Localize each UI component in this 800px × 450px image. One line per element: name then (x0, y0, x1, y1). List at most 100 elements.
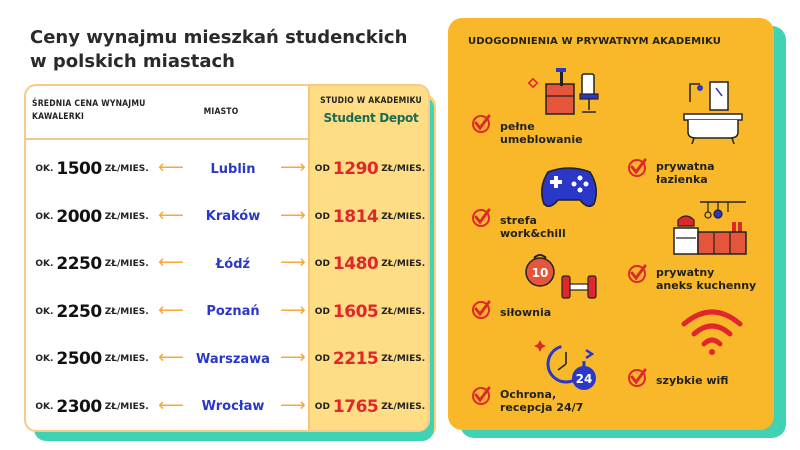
checkmark-icon (628, 264, 647, 283)
feature-kitchen: prywatny aneks kuchenny (626, 262, 756, 292)
student-depot-price: OD 1814 ZŁ/MIES. (308, 194, 428, 240)
city-name: Poznań (206, 304, 260, 319)
city-name: Kraków (205, 209, 261, 224)
feature-label: Ochrona, recepcja 24/7 (500, 388, 584, 414)
avg-unit: ZŁ/MIES. (104, 401, 149, 412)
avg-unit: ZŁ/MIES. (104, 354, 149, 364)
table-row: OK. 2300 ZŁ/MIES. ⟵ Wrocław ⟶ OD 1765 ZŁ/MIES. (26, 384, 428, 430)
feature-label: prywatna łazienka (656, 160, 715, 186)
security-24-icon: 24 (534, 340, 596, 390)
student-depot-price: OD 2215 ZŁ/MIES. (308, 336, 428, 382)
sd-value: 1480 (332, 254, 379, 274)
student-depot-price: OD 1480 ZŁ/MIES. (308, 241, 428, 287)
sd-prefix: OD (314, 354, 330, 364)
arrow-right-icon: ⟶ (280, 252, 306, 273)
avg-value: 2250 (56, 301, 102, 322)
avg-unit: ZŁ/MIES. (104, 211, 149, 222)
student-depot-price: OD 1290 ZŁ/MIES. (308, 146, 428, 192)
checkmark-icon (628, 368, 647, 387)
checkmark-icon (472, 208, 491, 227)
avg-prefix: OK. (35, 259, 54, 269)
wifi-icon (681, 309, 743, 355)
header-student-depot: STUDIO W AKADEMIKU (320, 96, 422, 106)
gym-icon: 10 (525, 254, 597, 299)
average-price: OK. 2250 ZŁ/MIES. (26, 289, 158, 335)
arrow-right-icon: ⟶ (280, 157, 306, 178)
sd-value: 1605 (332, 301, 379, 322)
arrow-left-icon: ⟵ (158, 347, 184, 368)
feature-security: Ochrona, recepcja 24/7 (470, 384, 583, 414)
student-depot-price: OD 1765 ZŁ/MIES. (308, 384, 428, 430)
sd-value: 1290 (332, 159, 379, 179)
arrow-right-icon: ⟶ (280, 204, 306, 226)
svg-text:10: 10 (532, 266, 549, 280)
arrow-left-icon: ⟵ (158, 157, 184, 178)
arrow-left-icon: ⟵ (158, 252, 184, 273)
bathroom-icon (683, 81, 743, 145)
feature-label: pełne umeblowanie (500, 120, 583, 146)
title-line-1: Ceny wynajmu mieszkań studenckich (30, 27, 408, 48)
city-name: Warszawa (196, 351, 270, 367)
average-price: OK. 2250 ZŁ/MIES. (26, 241, 158, 287)
clock-24-label: 24 (576, 372, 593, 386)
sd-value: 1814 (332, 206, 379, 227)
sd-unit: ZŁ/MIES. (381, 164, 426, 174)
arrow-left-icon: ⟵ (158, 299, 184, 321)
city-name: Łódź (215, 256, 251, 272)
feature-label: siłownia (500, 306, 552, 319)
sd-unit: ZŁ/MIES. (381, 354, 426, 364)
title-line-2: w polskich miastach (30, 51, 235, 72)
amenities-panel: UDOGODNIENIA W PRYWATNYM AKADEMIKU pełne… (448, 18, 774, 430)
sd-prefix: OD (314, 259, 330, 269)
feature-label: strefa work&chill (500, 214, 566, 240)
avg-prefix: OK. (35, 211, 54, 222)
header-average-price: ŚREDNIA CENA WYNAJMU KAWALERKI (32, 99, 146, 122)
arrow-right-icon: ⟶ (280, 394, 306, 416)
feature-work-chill: strefa work&chill (470, 206, 566, 240)
avg-value: 1500 (56, 159, 102, 179)
sd-value: 2215 (332, 349, 379, 369)
gamepad-icon (540, 167, 598, 208)
avg-value: 2250 (56, 254, 102, 274)
sd-unit: ZŁ/MIES. (381, 259, 426, 269)
avg-unit: ZŁ/MIES. (104, 164, 149, 174)
avg-unit: ZŁ/MIES. (104, 306, 149, 317)
avg-value: 2500 (56, 349, 102, 369)
checkmark-icon (472, 386, 491, 405)
average-price: OK. 1500 ZŁ/MIES. (26, 146, 158, 192)
feature-label: prywatny aneks kuchenny (656, 266, 757, 292)
student-depot-column (308, 86, 428, 430)
table-row: OK. 2500 ZŁ/MIES. ⟵ Warszawa ⟶ OD 2215 ZŁ/MIES. (26, 336, 428, 382)
table-row: OK. 2000 ZŁ/MIES. ⟵ Kraków ⟶ OD 1814 ZŁ/MIES. (26, 194, 428, 240)
arrow-left-icon: ⟵ (158, 204, 184, 226)
price-table: ŚREDNIA CENA WYNAJMU KAWALERKI MIASTO ST… (24, 84, 430, 432)
sd-unit: ZŁ/MIES. (381, 211, 426, 222)
sd-unit: ZŁ/MIES. (381, 401, 426, 412)
sd-prefix: OD (314, 401, 330, 412)
checkmark-icon (628, 158, 647, 177)
avg-prefix: OK. (35, 164, 54, 174)
feature-wifi: szybkie wifi (626, 366, 728, 388)
city-name: Wrocław (201, 399, 265, 414)
page-title: Ceny wynajmu mieszkań studenckich w pols… (30, 26, 430, 74)
table-row: OK. 2250 ZŁ/MIES. ⟵ Poznań ⟶ OD 1605 ZŁ/MIES. (26, 289, 428, 335)
feature-furniture: pełne umeblowanie (470, 112, 583, 146)
sd-unit: ZŁ/MIES. (381, 306, 426, 317)
avg-prefix: OK. (35, 401, 54, 412)
city-name: Lublin (210, 161, 256, 177)
arrow-right-icon: ⟶ (280, 347, 306, 368)
avg-prefix: OK. (35, 306, 54, 317)
header-divider (26, 138, 308, 140)
student-depot-logo: Student Depot (323, 111, 419, 125)
avg-unit: ZŁ/MIES. (104, 259, 149, 269)
avg-value: 2300 (56, 396, 102, 417)
sd-prefix: OD (314, 164, 330, 174)
average-price: OK. 2500 ZŁ/MIES. (26, 336, 158, 382)
arrow-right-icon: ⟶ (280, 299, 306, 321)
avg-value: 2000 (56, 206, 102, 227)
average-price: OK. 2000 ZŁ/MIES. (26, 194, 158, 240)
average-price: OK. 2300 ZŁ/MIES. (26, 384, 158, 430)
header-city: MIASTO (203, 107, 239, 117)
sd-prefix: OD (314, 306, 330, 317)
feature-gym: siłownia (470, 298, 551, 320)
